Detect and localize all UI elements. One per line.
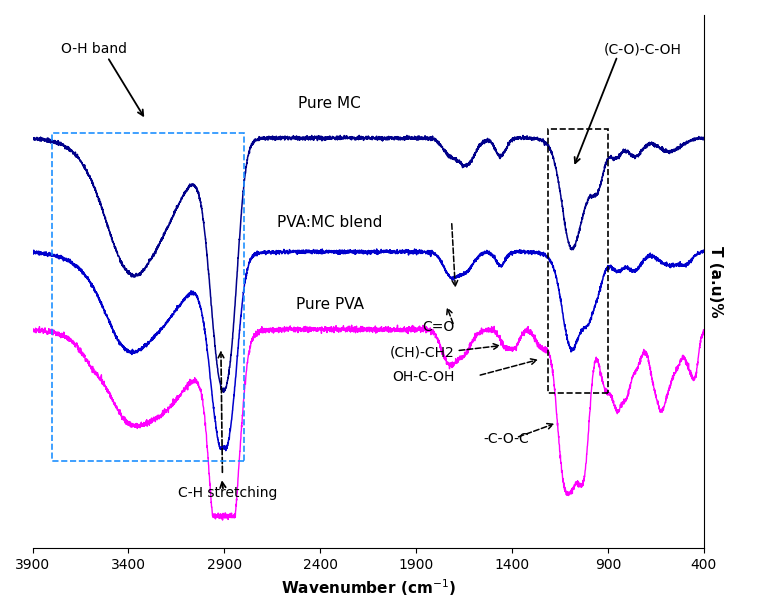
Text: Pure PVA: Pure PVA bbox=[296, 297, 364, 312]
Text: C-H stretching: C-H stretching bbox=[178, 486, 278, 500]
Text: (CH)-CH2: (CH)-CH2 bbox=[390, 345, 454, 359]
Y-axis label: T (a.u)%: T (a.u)% bbox=[708, 246, 723, 318]
Text: (C-O)-C-OH: (C-O)-C-OH bbox=[604, 42, 681, 56]
Bar bbox=[548, 129, 608, 393]
Text: OH-C-OH: OH-C-OH bbox=[392, 370, 454, 384]
Text: C=O: C=O bbox=[422, 320, 454, 334]
X-axis label: Wavenumber (cm$^{-1}$): Wavenumber (cm$^{-1}$) bbox=[281, 577, 456, 598]
Text: PVA:MC blend: PVA:MC blend bbox=[277, 215, 382, 230]
Bar bbox=[52, 134, 244, 462]
Text: O-H band: O-H band bbox=[61, 42, 127, 56]
Text: Pure MC: Pure MC bbox=[298, 96, 361, 112]
Text: -C-O-C: -C-O-C bbox=[484, 432, 529, 446]
